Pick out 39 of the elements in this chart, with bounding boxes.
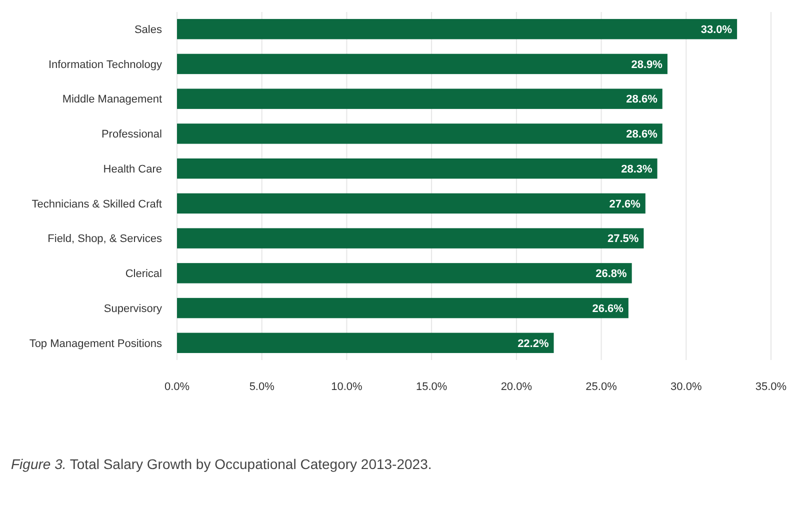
bar: [177, 18, 738, 40]
y-tick-label: Health Care: [103, 163, 162, 176]
data-label: 27.6%: [609, 198, 641, 210]
y-tick-label: Information Technology: [48, 58, 162, 71]
data-label: 26.6%: [592, 302, 624, 315]
x-tick-label: 20.0%: [500, 381, 532, 393]
data-label: 28.3%: [621, 163, 652, 176]
x-tick-label: 5.0%: [249, 381, 275, 393]
x-tick-label: 0.0%: [164, 381, 190, 393]
data-label: 28.9%: [631, 58, 663, 71]
bar: [177, 54, 668, 74]
x-tick-label: 10.0%: [331, 381, 363, 393]
y-tick-label: Technicians & Skilled Craft: [32, 198, 162, 210]
x-tick-label: 15.0%: [416, 381, 448, 393]
bar: [177, 263, 632, 284]
y-tick-label: Middle Management: [62, 94, 162, 106]
bar: [177, 193, 646, 214]
y-tick-label: Clerical: [125, 268, 162, 280]
bar: [177, 228, 644, 248]
y-tick-label: Top Management Positions: [29, 338, 162, 350]
y-tick-label: Professional: [101, 128, 162, 141]
x-tick-label: 35.0%: [755, 381, 787, 393]
data-label: 28.6%: [626, 94, 658, 106]
bar: [177, 124, 662, 144]
data-label: 26.8%: [596, 268, 628, 280]
bar: [177, 298, 628, 318]
data-label: 28.6%: [626, 128, 658, 141]
x-tick-label: 30.0%: [670, 381, 702, 393]
data-label: 27.5%: [608, 233, 639, 246]
x-tick-label: 25.0%: [586, 381, 618, 393]
data-label: 22.2%: [518, 338, 549, 350]
y-tick-label: Sales: [134, 24, 162, 36]
bar: [177, 88, 662, 109]
bar: [177, 332, 554, 354]
caption: Figure 3. Total Salary Growth by Occupational Category 2013-2023.: [11, 456, 432, 472]
y-tick-label: Field, Shop, & Services: [48, 233, 162, 246]
data-label: 33.0%: [700, 24, 732, 36]
bar: [177, 158, 658, 179]
y-tick-label: Supervisory: [104, 302, 162, 315]
